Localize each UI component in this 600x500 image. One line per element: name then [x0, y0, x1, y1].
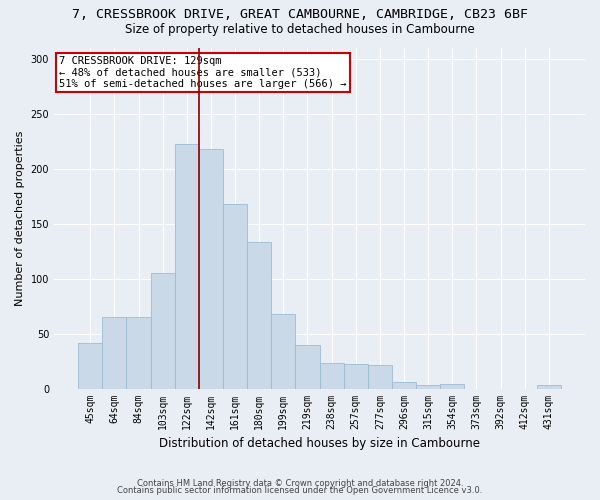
Bar — [151, 273, 175, 388]
X-axis label: Distribution of detached houses by size in Cambourne: Distribution of detached houses by size … — [159, 437, 480, 450]
Bar — [271, 314, 295, 388]
Bar — [223, 204, 247, 388]
Bar — [416, 386, 440, 388]
Bar — [368, 366, 392, 388]
Bar — [78, 344, 103, 388]
Bar — [440, 384, 464, 388]
Text: Contains public sector information licensed under the Open Government Licence v3: Contains public sector information licen… — [118, 486, 482, 495]
Bar — [103, 317, 127, 388]
Bar — [127, 317, 151, 388]
Bar — [199, 148, 223, 388]
Text: 7 CRESSBROOK DRIVE: 129sqm
← 48% of detached houses are smaller (533)
51% of sem: 7 CRESSBROOK DRIVE: 129sqm ← 48% of deta… — [59, 56, 347, 89]
Bar — [537, 386, 561, 388]
Bar — [295, 344, 320, 389]
Bar — [175, 144, 199, 388]
Text: Contains HM Land Registry data © Crown copyright and database right 2024.: Contains HM Land Registry data © Crown c… — [137, 478, 463, 488]
Text: 7, CRESSBROOK DRIVE, GREAT CAMBOURNE, CAMBRIDGE, CB23 6BF: 7, CRESSBROOK DRIVE, GREAT CAMBOURNE, CA… — [72, 8, 528, 20]
Bar — [392, 382, 416, 388]
Y-axis label: Number of detached properties: Number of detached properties — [15, 130, 25, 306]
Bar — [247, 242, 271, 388]
Text: Size of property relative to detached houses in Cambourne: Size of property relative to detached ho… — [125, 22, 475, 36]
Bar — [344, 364, 368, 388]
Bar — [320, 364, 344, 388]
